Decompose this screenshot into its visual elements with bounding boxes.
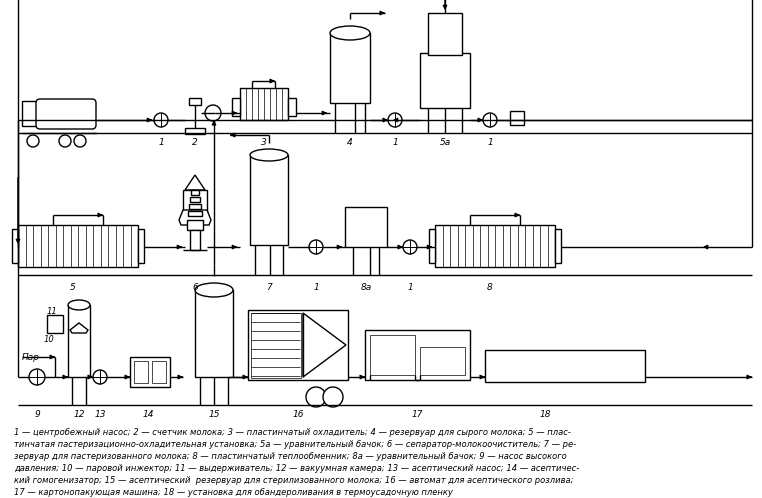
Bar <box>191 190 199 195</box>
Bar <box>68 305 90 377</box>
Text: 5: 5 <box>70 283 76 292</box>
Circle shape <box>205 105 221 121</box>
Text: 11: 11 <box>47 307 58 316</box>
Text: 10: 10 <box>43 335 54 344</box>
Text: 18: 18 <box>539 410 551 419</box>
Text: 1 — центробежный насос; 2 — счетчик молока; 3 — пластинчатый охладитель; 4 — рез: 1 — центробежный насос; 2 — счетчик моло… <box>14 428 571 437</box>
Text: 1: 1 <box>158 138 164 147</box>
Text: 4: 4 <box>347 138 353 147</box>
Bar <box>250 155 288 245</box>
Circle shape <box>154 113 168 127</box>
Text: 3: 3 <box>261 138 267 147</box>
Bar <box>190 230 200 250</box>
Circle shape <box>93 370 107 384</box>
Bar <box>428 13 462 55</box>
Circle shape <box>306 387 326 407</box>
Bar <box>420 53 470 108</box>
Bar <box>134 361 148 383</box>
Text: 15: 15 <box>208 410 219 419</box>
Circle shape <box>483 113 497 127</box>
Text: 8: 8 <box>487 283 493 292</box>
Circle shape <box>388 113 402 127</box>
Text: 17: 17 <box>411 410 423 419</box>
Bar <box>18 225 138 267</box>
Bar <box>12 229 18 263</box>
Ellipse shape <box>250 149 288 161</box>
Text: 12: 12 <box>73 410 85 419</box>
Text: давления; 10 — паровой инжектор; 11 — выдерживатель; 12 — вакуумная камера; 13 —: давления; 10 — паровой инжектор; 11 — вы… <box>14 464 579 473</box>
Bar <box>185 128 205 134</box>
Bar <box>429 229 435 263</box>
Polygon shape <box>70 323 88 333</box>
Text: 5a: 5a <box>440 138 450 147</box>
Ellipse shape <box>68 300 90 310</box>
Bar <box>189 204 201 209</box>
Text: 1: 1 <box>313 283 319 292</box>
Bar <box>370 335 415 375</box>
Text: кий гомогенизатор; 15 — асептический  резервуар для стерилизованного молока; 16 : кий гомогенизатор; 15 — асептический рез… <box>14 476 574 485</box>
Bar <box>288 98 296 116</box>
Bar <box>152 361 166 383</box>
Bar <box>510 111 524 125</box>
Polygon shape <box>185 175 205 190</box>
Text: 13: 13 <box>94 410 106 419</box>
Bar <box>138 229 144 263</box>
Bar <box>130 357 170 387</box>
Bar <box>420 347 465 375</box>
Text: 2: 2 <box>192 138 198 147</box>
Bar <box>435 225 555 267</box>
Text: 1: 1 <box>392 138 398 147</box>
Text: 1: 1 <box>407 283 413 292</box>
Bar <box>251 313 301 378</box>
Circle shape <box>27 135 39 147</box>
Circle shape <box>323 387 343 407</box>
Bar <box>365 330 470 380</box>
Bar <box>195 290 233 377</box>
Text: 1: 1 <box>487 138 493 147</box>
Bar <box>190 197 200 202</box>
Bar <box>345 207 387 247</box>
FancyBboxPatch shape <box>36 99 96 129</box>
Text: 7: 7 <box>266 283 272 292</box>
Bar <box>187 220 203 230</box>
Polygon shape <box>303 313 346 377</box>
Ellipse shape <box>195 283 233 297</box>
Bar <box>485 350 645 382</box>
Circle shape <box>309 240 323 254</box>
Bar <box>248 310 348 380</box>
Text: 8a: 8a <box>360 283 372 292</box>
Bar <box>188 211 202 216</box>
Circle shape <box>403 240 417 254</box>
Bar <box>232 98 240 116</box>
Bar <box>22 101 40 126</box>
Bar <box>189 98 201 105</box>
Bar <box>555 229 561 263</box>
Bar <box>47 315 63 333</box>
Circle shape <box>59 135 71 147</box>
Bar <box>240 88 288 120</box>
Bar <box>330 33 370 103</box>
Bar <box>183 190 207 220</box>
Text: тинчатая пастеризационно-охладительная установка; 5а — уравнительный бачок; 6 — : тинчатая пастеризационно-охладительная у… <box>14 440 576 449</box>
Text: зервуар для пастеризованного молока; 8 — пластинчатый теплообменник; 8а — уравни: зервуар для пастеризованного молока; 8 —… <box>14 452 567 461</box>
Text: Пар: Пар <box>22 353 40 362</box>
Text: 16: 16 <box>293 410 304 419</box>
Ellipse shape <box>330 26 370 40</box>
Text: 14: 14 <box>142 410 154 419</box>
Circle shape <box>29 369 45 385</box>
Circle shape <box>74 135 86 147</box>
Text: 6: 6 <box>192 283 198 292</box>
Polygon shape <box>179 210 211 225</box>
Text: 17 — картонопакующая машина; 18 — установка для обандероливания в термоусадочную: 17 — картонопакующая машина; 18 — устано… <box>14 488 453 497</box>
Text: 9: 9 <box>34 410 40 419</box>
